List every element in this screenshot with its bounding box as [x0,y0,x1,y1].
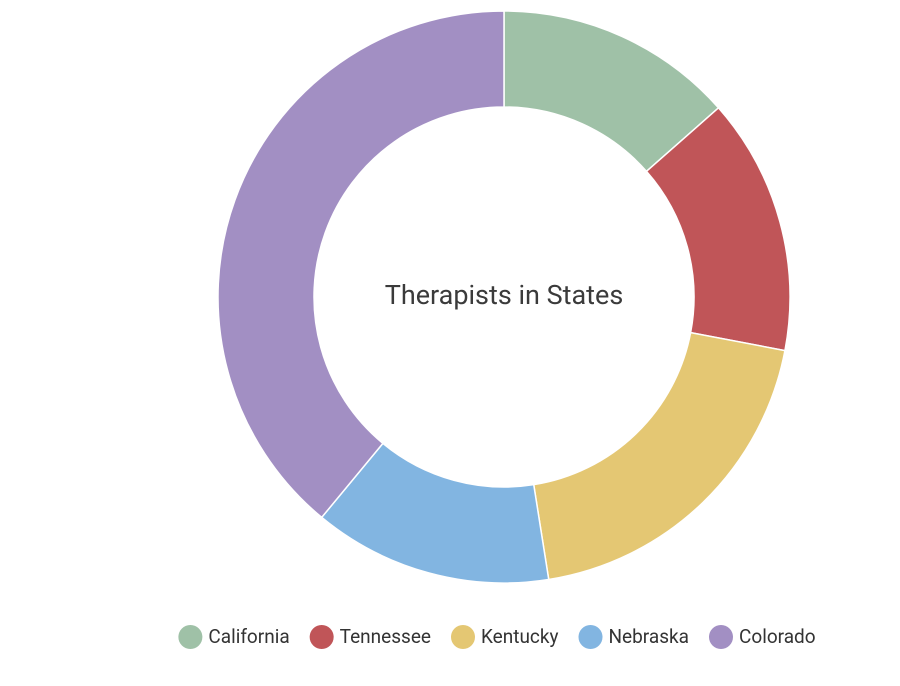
legend-item[interactable]: Nebraska [578,625,689,649]
legend-marker [708,625,733,649]
chart-title: Therapists in States [385,279,624,311]
legend-marker [578,625,603,649]
legend-marker [309,625,334,649]
legend-item[interactable]: Colorado [708,625,816,649]
legend-item[interactable]: Kentucky [450,625,559,649]
legend-marker [178,625,203,649]
legend-label: Colorado [739,625,816,648]
legend-label: Nebraska [609,625,689,648]
legend-label: Tennessee [340,625,431,648]
legend-marker [450,625,475,649]
legend-item[interactable]: Tennessee [309,625,431,649]
legend-item[interactable]: California [178,625,290,649]
slice [217,10,505,519]
donut [217,10,791,584]
legend: California Tennessee Kentucky Nebraska Color… [178,625,816,649]
legend-label: Kentucky [481,625,559,648]
slice [532,331,786,581]
legend-label: California [208,625,289,648]
